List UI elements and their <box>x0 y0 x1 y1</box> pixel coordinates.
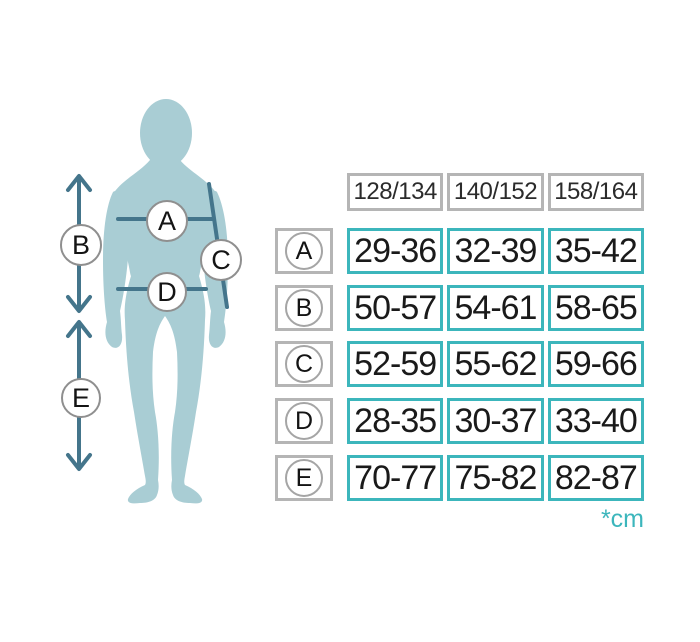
size-cell: 59-66 <box>547 341 644 387</box>
row-label-e: E <box>275 455 333 501</box>
row-label-letter: E <box>285 459 323 497</box>
row-label-letter: B <box>285 289 323 327</box>
figure-point-d: D <box>147 272 187 312</box>
figure-point-c: C <box>200 239 242 281</box>
size-table-header: 128/134 140/152 158/164 <box>347 173 644 211</box>
size-cell: 29-36 <box>347 228 444 274</box>
size-cell: 50-57 <box>347 285 444 331</box>
size-cell: 75-82 <box>447 455 544 501</box>
size-cell: 28-35 <box>347 398 444 444</box>
table-row: 70-77 75-82 82-87 <box>347 455 644 501</box>
table-row: 29-36 32-39 35-42 <box>347 228 644 274</box>
size-cell: 54-61 <box>447 285 544 331</box>
row-label-d: D <box>275 398 333 444</box>
row-label-a: A <box>275 228 333 274</box>
size-cell: 58-65 <box>547 285 644 331</box>
units-footnote: *cm <box>600 505 644 533</box>
size-cell: 30-37 <box>447 398 544 444</box>
table-row: 52-59 55-62 59-66 <box>347 341 644 387</box>
size-cell: 52-59 <box>347 341 444 387</box>
size-cell: 35-42 <box>547 228 644 274</box>
row-label-c: C <box>275 341 333 387</box>
table-row: 50-57 54-61 58-65 <box>347 285 644 331</box>
figure-point-b: B <box>60 224 102 266</box>
table-row: 28-35 30-37 33-40 <box>347 398 644 444</box>
size-column-header: 140/152 <box>447 173 544 211</box>
figure-point-a: A <box>146 200 188 242</box>
size-column-header: 128/134 <box>347 173 444 211</box>
row-label-b: B <box>275 285 333 331</box>
figure-point-e: E <box>61 378 101 418</box>
size-cell: 32-39 <box>447 228 544 274</box>
row-label-letter: A <box>285 232 323 270</box>
row-label-letter: D <box>285 402 323 440</box>
size-cell: 82-87 <box>547 455 644 501</box>
size-cell: 70-77 <box>347 455 444 501</box>
size-cell: 33-40 <box>547 398 644 444</box>
size-cell: 55-62 <box>447 341 544 387</box>
row-label-letter: C <box>285 345 323 383</box>
size-column-header: 158/164 <box>547 173 644 211</box>
body-silhouette <box>103 99 228 504</box>
